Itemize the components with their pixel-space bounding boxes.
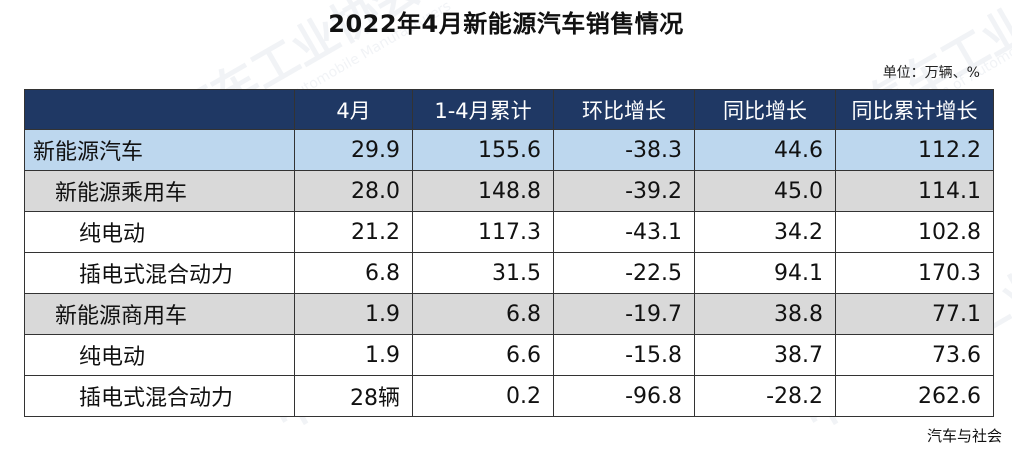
value-cell: 94.1	[694, 252, 836, 294]
value-cell: 45.0	[694, 170, 836, 212]
table-row: 新能源商用车 1.9 6.8 -19.7 38.8 77.1	[24, 293, 994, 335]
value-cell: 29.9	[294, 129, 413, 171]
row-label: 纯电动	[24, 334, 295, 376]
row-label: 插电式混合动力	[24, 252, 295, 294]
row-label: 纯电动	[24, 211, 295, 253]
source-label: 汽车与社会	[926, 427, 1002, 445]
header-cell: 1-4月累计	[412, 89, 554, 130]
table-row: 插电式混合动力 28辆 0.2 -96.8 -28.2 262.6	[24, 375, 994, 417]
header-cell: 环比增长	[553, 89, 695, 130]
value-cell: 1.9	[294, 334, 413, 376]
value-cell: -28.2	[694, 375, 836, 417]
value-cell: -39.2	[553, 170, 695, 212]
value-cell: 170.3	[835, 252, 994, 294]
sales-table: 4月 1-4月累计 环比增长 同比增长 同比累计增长 新能源汽车 29.9 155.6 -38…	[24, 89, 994, 417]
row-label: 新能源商用车	[24, 293, 295, 335]
table-row: 新能源乘用车 28.0 148.8 -39.2 45.0 114.1	[24, 170, 994, 212]
table-row: 插电式混合动力 6.8 31.5 -22.5 94.1 170.3	[24, 252, 994, 294]
value-cell: 148.8	[412, 170, 554, 212]
value-cell: -15.8	[553, 334, 695, 376]
value-cell: 112.2	[835, 129, 994, 171]
value-cell: 73.6	[835, 334, 994, 376]
value-cell: 38.7	[694, 334, 836, 376]
value-cell: 6.8	[294, 252, 413, 294]
table-header-row: 4月 1-4月累计 环比增长 同比增长 同比累计增长	[24, 89, 994, 130]
value-cell: 28.0	[294, 170, 413, 212]
table-row: 纯电动 21.2 117.3 -43.1 34.2 102.8	[24, 211, 994, 253]
value-cell: 155.6	[412, 129, 554, 171]
value-cell: -38.3	[553, 129, 695, 171]
value-cell: -43.1	[553, 211, 695, 253]
table-body: 新能源汽车 29.9 155.6 -38.3 44.6 112.2 新能源乘用车 28.0 14…	[24, 129, 994, 417]
value-cell: 1.9	[294, 293, 413, 335]
value-cell: 34.2	[694, 211, 836, 253]
value-cell: 6.8	[412, 293, 554, 335]
value-cell: 114.1	[835, 170, 994, 212]
value-cell: 102.8	[835, 211, 994, 253]
header-cell: 同比增长	[694, 89, 836, 130]
value-cell: 117.3	[412, 211, 554, 253]
header-cell: 4月	[294, 89, 413, 130]
row-label: 插电式混合动力	[24, 375, 295, 417]
value-cell: 44.6	[694, 129, 836, 171]
row-label: 新能源乘用车	[24, 170, 295, 212]
value-cell: 21.2	[294, 211, 413, 253]
header-cell: 同比累计增长	[835, 89, 994, 130]
value-cell: 262.6	[835, 375, 994, 417]
value-cell: 31.5	[412, 252, 554, 294]
value-cell: 0.2	[412, 375, 554, 417]
unit-label: 单位：万辆、%	[882, 65, 980, 81]
value-cell: 38.8	[694, 293, 836, 335]
value-cell: -22.5	[553, 252, 695, 294]
table-title: 2022年4月新能源汽车销售情况	[328, 10, 684, 38]
table-row: 纯电动 1.9 6.6 -15.8 38.7 73.6	[24, 334, 994, 376]
value-cell: 28辆	[294, 375, 413, 417]
value-cell: -19.7	[553, 293, 695, 335]
value-cell: 6.6	[412, 334, 554, 376]
row-label: 新能源汽车	[24, 129, 295, 171]
value-cell: -96.8	[553, 375, 695, 417]
table-row: 新能源汽车 29.9 155.6 -38.3 44.6 112.2	[24, 129, 994, 171]
value-cell: 77.1	[835, 293, 994, 335]
header-cell-category	[24, 89, 295, 130]
